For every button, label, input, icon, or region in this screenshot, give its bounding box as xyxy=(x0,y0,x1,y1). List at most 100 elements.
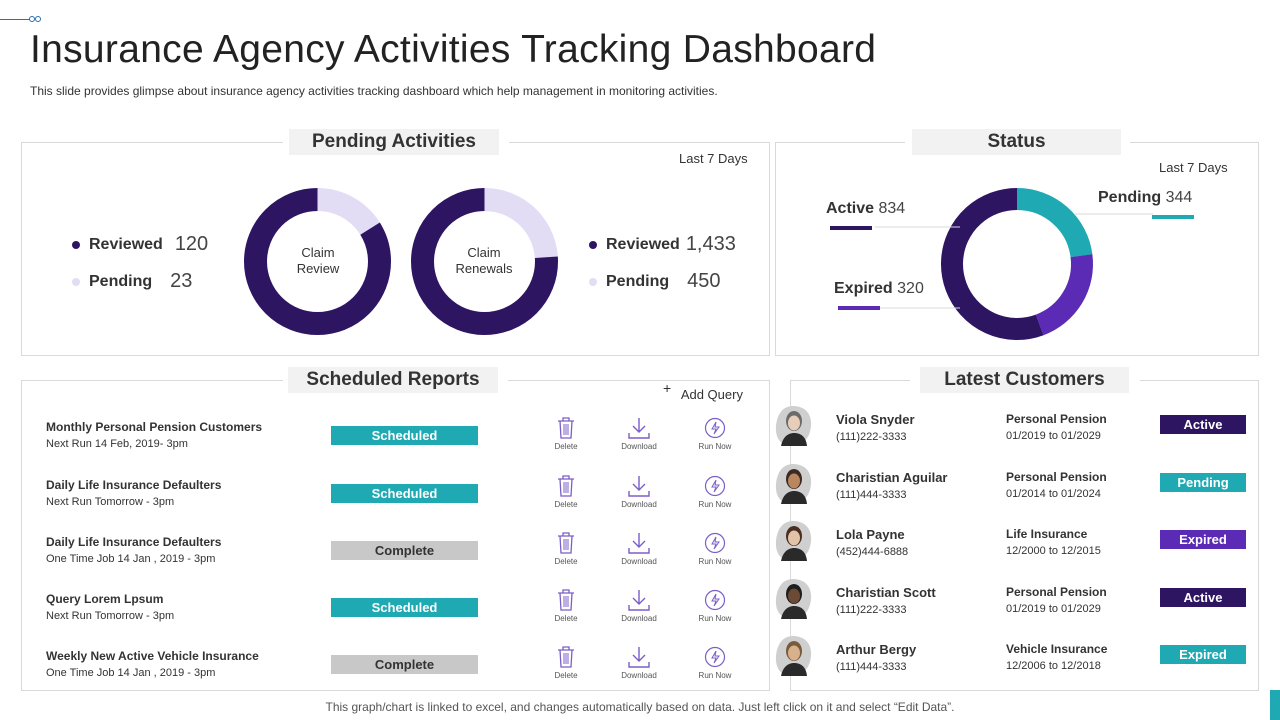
customer-name: Arthur Bergy xyxy=(836,642,917,657)
avatar xyxy=(773,634,813,683)
legend-pending-right: Pending 450 xyxy=(589,270,720,293)
run-now-button[interactable]: Run Now xyxy=(690,475,740,509)
donut-center-line: Claim xyxy=(467,245,501,260)
pending-activities-panel xyxy=(21,142,770,356)
decorative-dot xyxy=(35,16,41,22)
download-icon xyxy=(614,588,664,612)
customer-phone: (111)444-3333 xyxy=(836,661,907,673)
report-info: Query Lorem Lpsum Next Run Tomorrow - 3pm xyxy=(46,592,174,622)
report-name: Daily Life Insurance Defaulters xyxy=(46,478,222,492)
download-button[interactable]: Download xyxy=(614,474,664,509)
customer-phone: (111)222-3333 xyxy=(836,431,907,443)
customer-name: Charistian Scott xyxy=(836,585,936,600)
run-now-icon xyxy=(690,589,740,611)
add-query-button[interactable]: + Add Query xyxy=(663,380,743,402)
legend-reviewed-right: Reviewed 1,433 xyxy=(589,233,736,256)
donut-center-line: Review xyxy=(296,261,340,276)
policy-type: Vehicle Insurance xyxy=(1006,642,1108,656)
report-status-pill: Scheduled xyxy=(331,484,478,503)
policy-info: Personal Pension 01/2019 to 01/2029 xyxy=(1006,585,1107,615)
legend-label: Pending xyxy=(89,272,153,290)
report-info: Daily Life Insurance Defaulters One Time … xyxy=(46,535,221,565)
claim-renewals-donut xyxy=(411,188,558,335)
customer-status-badge: Expired xyxy=(1160,530,1246,549)
reviewed-dot-icon xyxy=(589,240,597,249)
status-name: Active xyxy=(826,200,875,217)
download-label: Download xyxy=(621,614,657,623)
pending-dot-icon xyxy=(589,277,597,286)
run-now-button[interactable]: Run Now xyxy=(690,589,740,623)
run-now-button[interactable]: Run Now xyxy=(690,646,740,680)
download-button[interactable]: Download xyxy=(614,645,664,680)
delete-button[interactable]: Delete xyxy=(541,416,591,451)
download-button[interactable]: Download xyxy=(614,416,664,451)
download-button[interactable]: Download xyxy=(614,588,664,623)
report-info: Monthly Personal Pension Customers Next R… xyxy=(46,420,262,450)
policy-range: 12/2000 to 12/2015 xyxy=(1006,545,1101,557)
customer-phone: (111)444-3333 xyxy=(836,489,907,501)
run-now-icon xyxy=(690,532,740,554)
customer-info: Lola Payne (452)444-6888 xyxy=(836,527,908,558)
legend-reviewed-left: Reviewed 120 xyxy=(72,233,208,256)
decorative-dot xyxy=(29,16,35,22)
policy-info: Vehicle Insurance 12/2006 to 12/2018 xyxy=(1006,642,1107,672)
status-count: 320 xyxy=(897,280,924,297)
customer-info: Charistian Aguilar (111)444-3333 xyxy=(836,470,947,501)
run-now-label: Run Now xyxy=(698,671,732,680)
policy-type: Personal Pension xyxy=(1006,412,1107,426)
run-now-icon xyxy=(690,646,740,668)
download-label: Download xyxy=(621,442,657,451)
trash-icon xyxy=(541,416,591,440)
run-now-label: Run Now xyxy=(698,614,732,623)
customer-phone: (111)222-3333 xyxy=(836,604,907,616)
donut-reviewed-arc xyxy=(411,188,558,335)
status-expired-label: Expired 320 xyxy=(834,280,924,298)
report-status-pill: Complete xyxy=(331,655,478,674)
customer-status-badge: Active xyxy=(1160,415,1246,434)
download-label: Download xyxy=(621,557,657,566)
report-run: Next Run Tomorrow - 3pm xyxy=(46,610,175,622)
policy-info: Personal Pension 01/2014 to 01/2024 xyxy=(1006,470,1107,500)
delete-button[interactable]: Delete xyxy=(541,474,591,509)
legend-label: Pending xyxy=(606,272,670,290)
policy-range: 01/2019 to 01/2029 xyxy=(1006,430,1101,442)
report-run: Next Run Tomorrow - 3pm xyxy=(46,496,175,508)
policy-type: Personal Pension xyxy=(1006,470,1107,484)
page-title: Insurance Agency Activities Tracking Das… xyxy=(30,28,877,71)
report-run: One Time Job 14 Jan , 2019 - 3pm xyxy=(46,667,216,679)
status-arc-expired xyxy=(941,188,1093,340)
policy-range: 01/2014 to 01/2024 xyxy=(1006,488,1101,500)
legend-label: Reviewed xyxy=(606,235,680,253)
delete-button[interactable]: Delete xyxy=(541,645,591,680)
status-arc-pending xyxy=(941,188,1093,340)
delete-label: Delete xyxy=(554,614,578,623)
tab-line-left xyxy=(21,142,283,143)
donut-center-line: Renewals xyxy=(455,261,513,276)
customer-info: Charistian Scott (111)222-3333 xyxy=(836,585,936,616)
status-expired-bar xyxy=(838,306,880,310)
run-now-label: Run Now xyxy=(698,500,732,509)
run-now-label: Run Now xyxy=(698,557,732,566)
customer-name: Viola Snyder xyxy=(836,412,915,427)
customer-info: Viola Snyder (111)222-3333 xyxy=(836,412,915,443)
add-query-label: Add Query xyxy=(680,387,743,402)
status-name: Pending xyxy=(1098,189,1162,206)
avatar xyxy=(773,577,813,626)
donut-reviewed-arc xyxy=(244,188,391,335)
status-period: Last 7 Days xyxy=(1159,160,1228,175)
status-count: 834 xyxy=(878,200,906,217)
customer-info: Arthur Bergy (111)444-3333 xyxy=(836,642,916,673)
customer-phone: (452)444-6888 xyxy=(836,546,909,558)
delete-button[interactable]: Delete xyxy=(541,588,591,623)
delete-label: Delete xyxy=(554,671,578,680)
pending-period: Last 7 Days xyxy=(679,151,748,166)
run-now-button[interactable]: Run Now xyxy=(690,532,740,566)
policy-range: 01/2019 to 01/2029 xyxy=(1006,603,1101,615)
download-icon xyxy=(614,645,664,669)
download-button[interactable]: Download xyxy=(614,531,664,566)
trash-icon xyxy=(541,645,591,669)
delete-button[interactable]: Delete xyxy=(541,531,591,566)
page-subtitle: This slide provides glimpse about insura… xyxy=(30,84,718,98)
run-now-button[interactable]: Run Now xyxy=(690,417,740,451)
download-label: Download xyxy=(621,500,657,509)
